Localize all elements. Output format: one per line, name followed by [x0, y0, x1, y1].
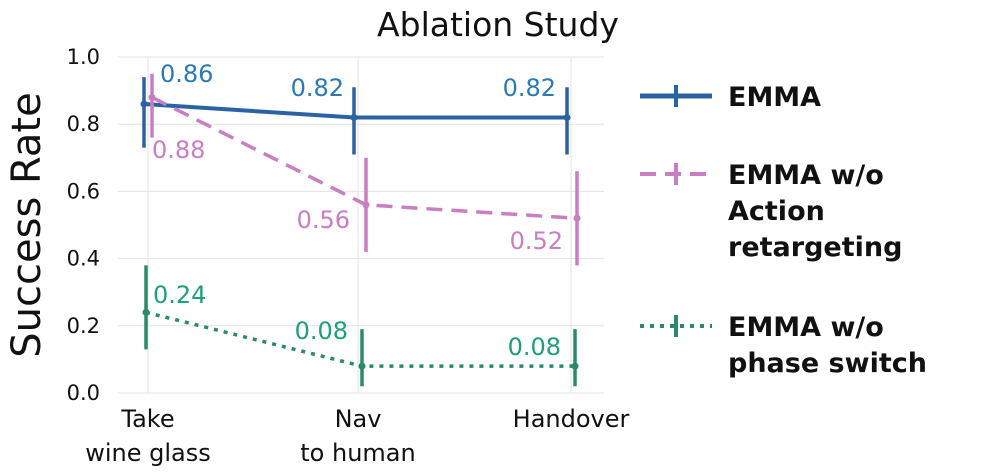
legend-label: EMMA — [728, 82, 821, 113]
data-label: 0.52 — [510, 227, 563, 255]
data-label: 0.56 — [297, 206, 350, 234]
legend-label: EMMA w/o — [728, 160, 884, 191]
data-label: 0.82 — [291, 74, 344, 102]
data-point — [563, 113, 571, 121]
y-tick-label: 0.0 — [67, 381, 100, 405]
data-point — [142, 308, 150, 316]
x-tick-label: wine glass — [85, 439, 211, 467]
y-tick-label: 0.6 — [67, 179, 100, 203]
data-label: 0.82 — [503, 74, 556, 102]
y-tick-label: 1.0 — [67, 45, 100, 69]
x-tick-label: to human — [300, 439, 415, 467]
data-point — [350, 113, 358, 121]
data-label: 0.88 — [152, 136, 205, 164]
data-point — [362, 201, 370, 209]
y-tick-label: 0.8 — [67, 112, 100, 136]
data-label: 0.86 — [160, 60, 213, 88]
legend-label: Action — [728, 196, 825, 227]
data-label: 0.08 — [508, 333, 561, 361]
x-ticks: Take wine glass Nav to human Handover — [85, 405, 629, 467]
data-point — [358, 362, 366, 370]
data-point — [573, 214, 581, 222]
x-tick-label: Take — [120, 405, 174, 433]
chart-title: Ablation Study — [377, 5, 619, 44]
x-tick-label: Nav — [335, 405, 382, 433]
data-labels: 0.86 0.82 0.82 0.88 0.56 0.52 0.24 0.08 0.08 — [152, 60, 563, 361]
legend-label: retargeting — [728, 232, 902, 263]
y-ticks: 0.0 0.2 0.4 0.6 0.8 1.0 — [67, 45, 100, 405]
y-tick-label: 0.2 — [67, 314, 100, 338]
data-point — [148, 93, 156, 101]
x-tick-label: Handover — [513, 405, 630, 433]
data-label: 0.24 — [153, 281, 206, 309]
y-tick-label: 0.4 — [67, 247, 100, 271]
y-axis-label: Success Rate — [4, 92, 50, 357]
legend-label: phase switch — [728, 348, 927, 379]
legend-label: EMMA w/o — [728, 312, 884, 343]
data-point — [571, 362, 579, 370]
data-label: 0.08 — [295, 317, 348, 345]
data-point — [140, 100, 148, 108]
legend: EMMA EMMA w/o Action retargeting EMMA w/o pha… — [640, 82, 927, 379]
grid — [118, 56, 604, 394]
series-group — [140, 73, 581, 387]
